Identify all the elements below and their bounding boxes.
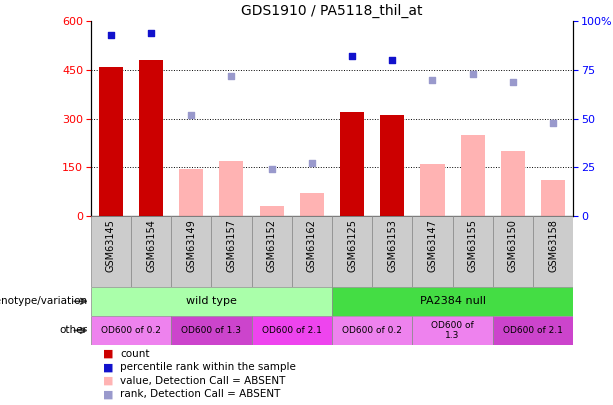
- Bar: [501, 151, 525, 216]
- Bar: [413, 216, 452, 287]
- Text: other: other: [60, 326, 88, 335]
- Text: PA2384 null: PA2384 null: [419, 296, 485, 306]
- Bar: [533, 216, 573, 287]
- Text: rank, Detection Call = ABSENT: rank, Detection Call = ABSENT: [120, 389, 281, 399]
- Text: GSM63153: GSM63153: [387, 220, 397, 272]
- Point: [548, 119, 558, 126]
- Text: OD600 of 2.1: OD600 of 2.1: [503, 326, 563, 335]
- Bar: [131, 216, 171, 287]
- Text: percentile rank within the sample: percentile rank within the sample: [120, 362, 296, 373]
- Text: GSM63149: GSM63149: [186, 220, 196, 272]
- Bar: [91, 216, 131, 287]
- Bar: [251, 216, 292, 287]
- Text: GSM63147: GSM63147: [427, 220, 438, 272]
- Bar: [332, 316, 413, 345]
- Text: ■: ■: [103, 376, 113, 386]
- Point: [267, 166, 276, 173]
- Bar: [179, 169, 204, 216]
- Point: [468, 71, 478, 77]
- Point: [106, 32, 116, 38]
- Point: [146, 30, 156, 36]
- Text: value, Detection Call = ABSENT: value, Detection Call = ABSENT: [120, 376, 286, 386]
- Bar: [211, 216, 251, 287]
- Bar: [541, 180, 565, 216]
- Text: OD600 of 1.3: OD600 of 1.3: [181, 326, 242, 335]
- Bar: [421, 164, 444, 216]
- Bar: [91, 316, 171, 345]
- Bar: [171, 316, 251, 345]
- Bar: [493, 316, 573, 345]
- Text: ■: ■: [103, 362, 113, 373]
- Text: OD600 of 2.1: OD600 of 2.1: [262, 326, 322, 335]
- Point: [227, 72, 237, 79]
- Text: ■: ■: [103, 349, 113, 359]
- Bar: [332, 216, 372, 287]
- Bar: [413, 316, 493, 345]
- Bar: [493, 216, 533, 287]
- Point: [387, 57, 397, 64]
- Bar: [139, 60, 163, 216]
- Point: [307, 160, 317, 166]
- Text: GSM63152: GSM63152: [267, 220, 276, 273]
- Point: [186, 111, 196, 118]
- Text: GSM63162: GSM63162: [307, 220, 317, 272]
- Text: GSM63145: GSM63145: [106, 220, 116, 272]
- Bar: [99, 67, 123, 216]
- Text: GSM63155: GSM63155: [468, 220, 478, 273]
- Title: GDS1910 / PA5118_thil_at: GDS1910 / PA5118_thil_at: [241, 4, 423, 18]
- Bar: [219, 161, 243, 216]
- Text: GSM63154: GSM63154: [146, 220, 156, 272]
- Text: genotype/variation: genotype/variation: [0, 296, 88, 306]
- Bar: [300, 193, 324, 216]
- Text: wild type: wild type: [186, 296, 237, 306]
- Text: GSM63158: GSM63158: [548, 220, 558, 272]
- Bar: [259, 206, 284, 216]
- Text: GSM63150: GSM63150: [508, 220, 518, 272]
- Text: OD600 of 0.2: OD600 of 0.2: [342, 326, 402, 335]
- Bar: [340, 112, 364, 216]
- Bar: [292, 216, 332, 287]
- Text: count: count: [120, 349, 150, 359]
- Bar: [332, 287, 573, 316]
- Bar: [372, 216, 413, 287]
- Bar: [91, 287, 332, 316]
- Bar: [251, 316, 332, 345]
- Bar: [380, 115, 405, 216]
- Bar: [171, 216, 211, 287]
- Text: OD600 of
1.3: OD600 of 1.3: [431, 321, 474, 340]
- Text: GSM63157: GSM63157: [226, 220, 237, 273]
- Text: OD600 of 0.2: OD600 of 0.2: [101, 326, 161, 335]
- Bar: [460, 135, 485, 216]
- Point: [427, 77, 437, 83]
- Text: ■: ■: [103, 389, 113, 399]
- Point: [508, 79, 518, 85]
- Text: GSM63125: GSM63125: [347, 220, 357, 273]
- Point: [347, 53, 357, 60]
- Bar: [452, 216, 493, 287]
